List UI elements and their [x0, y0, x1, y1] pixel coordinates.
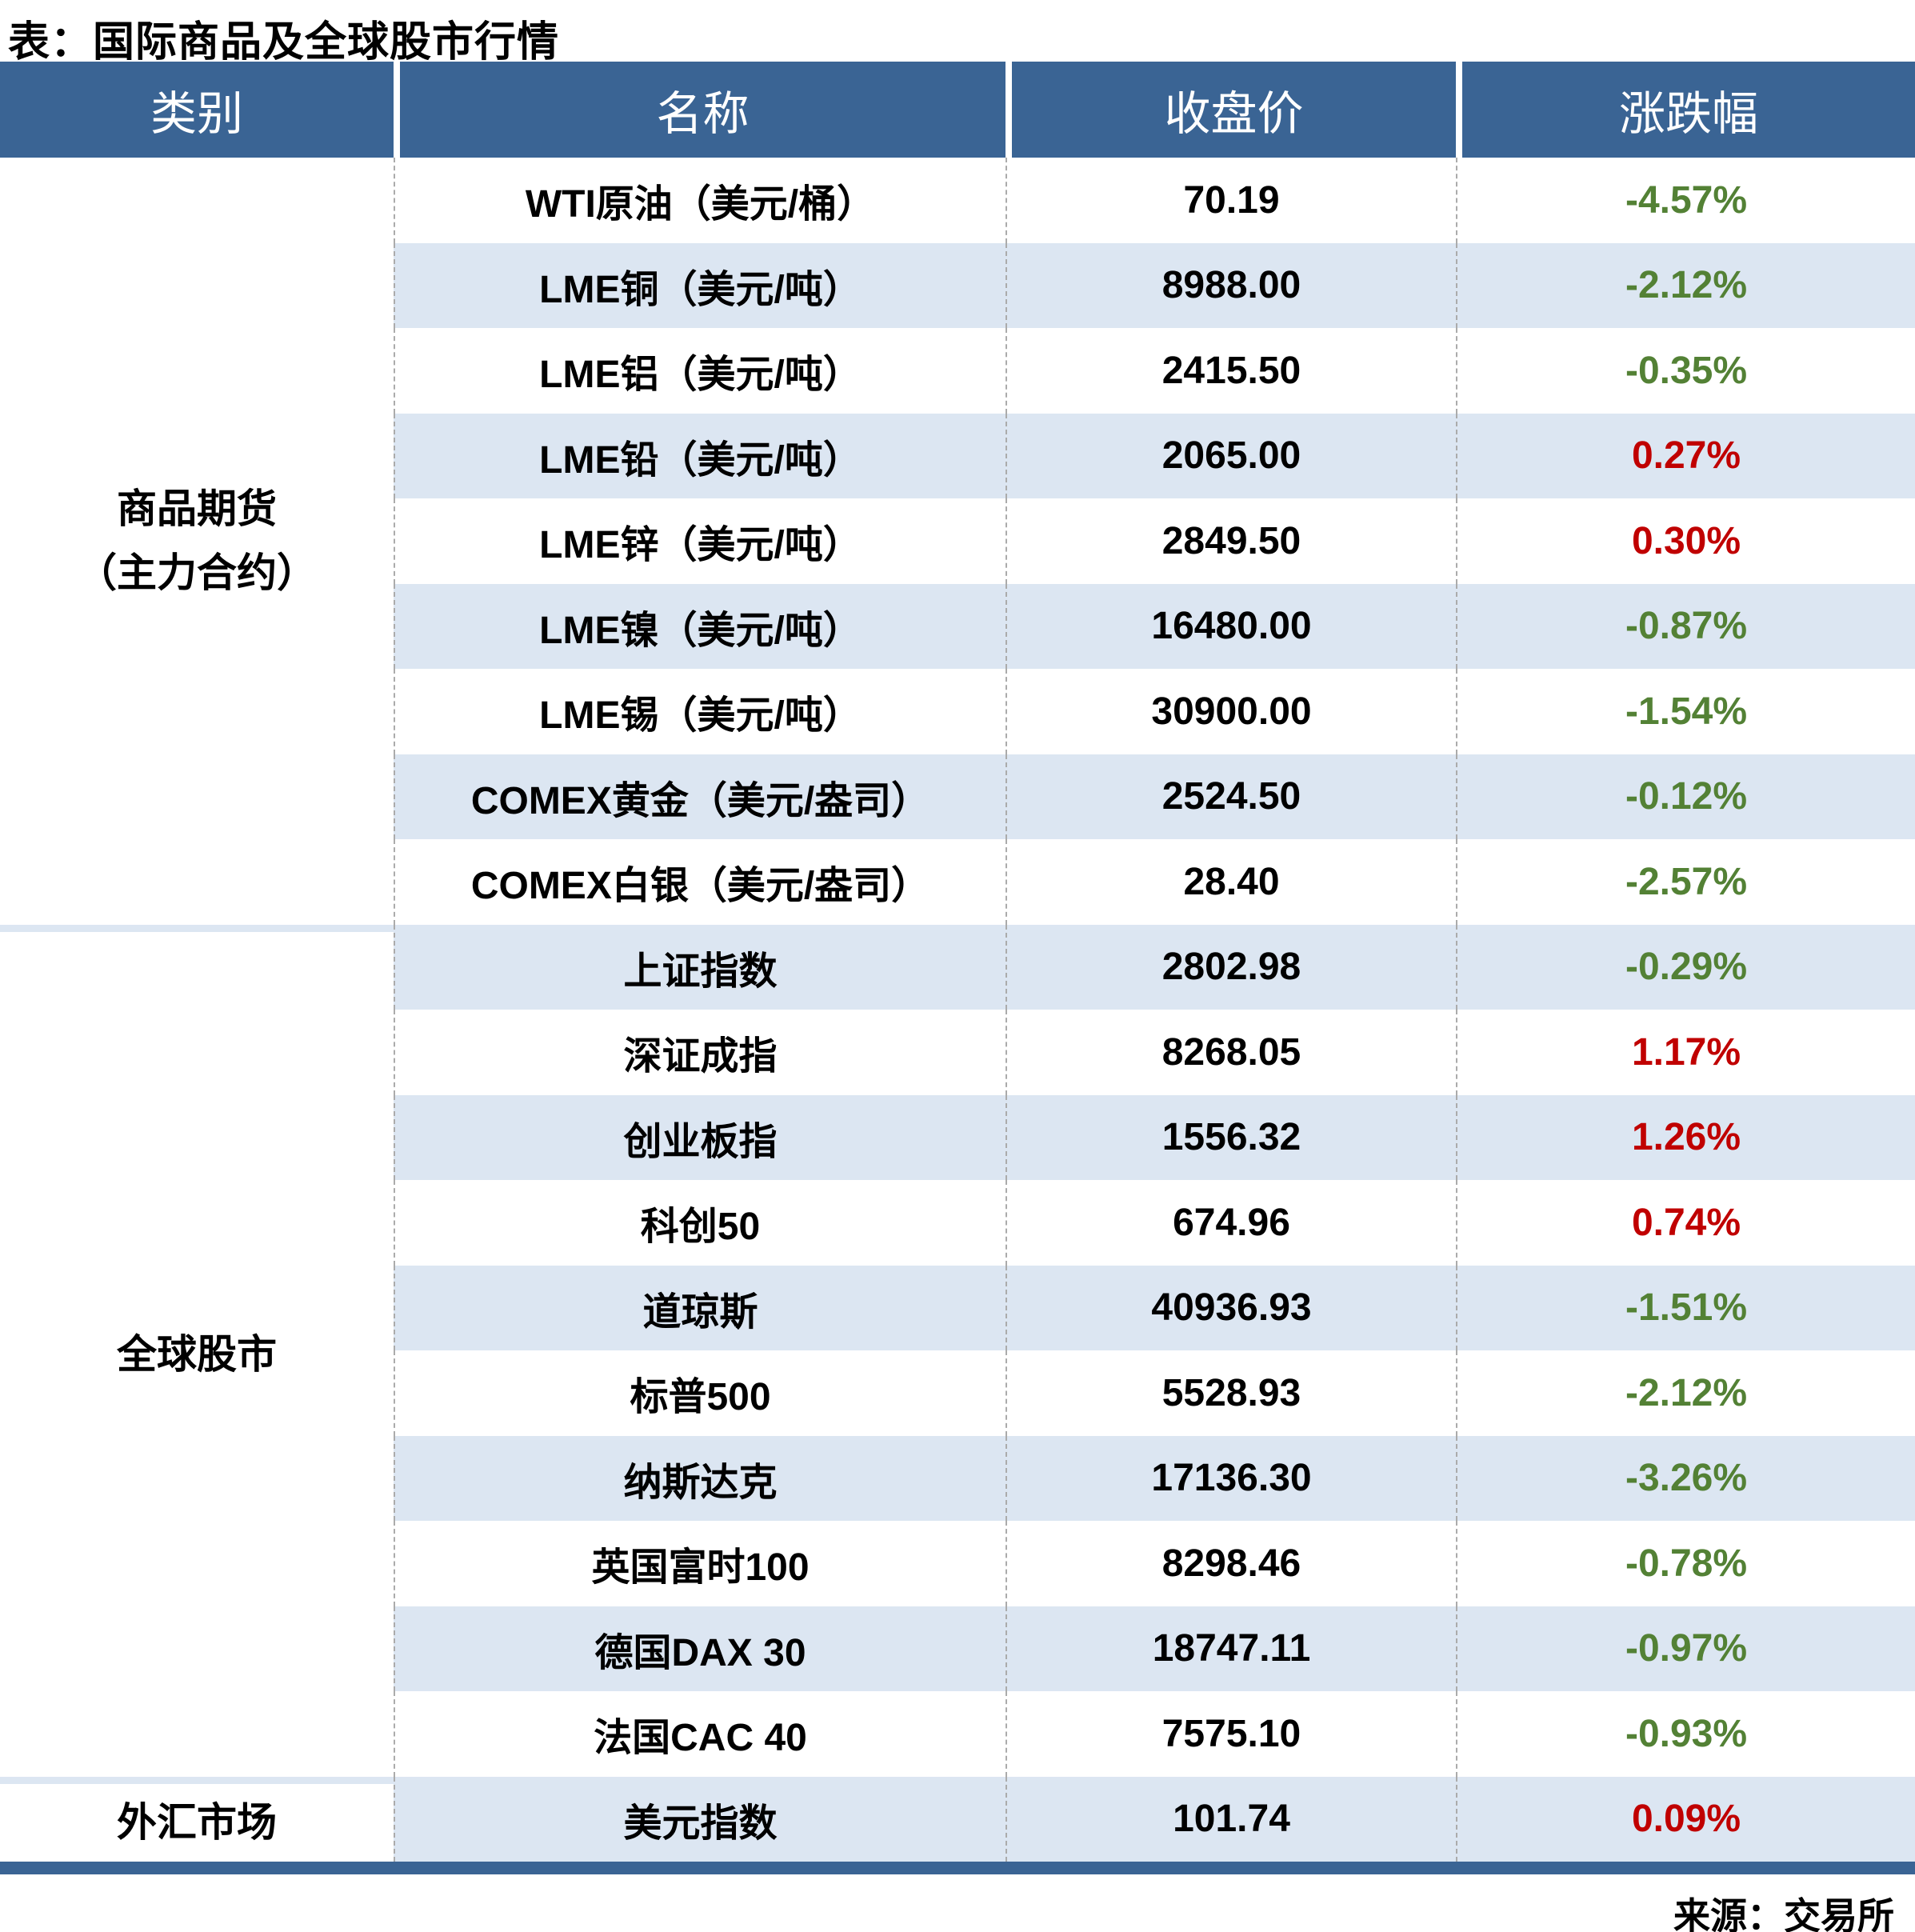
- header-category: 类别: [0, 62, 394, 158]
- category-line: 全球股市: [117, 1331, 277, 1377]
- close-cell: 1556.32: [1005, 1094, 1456, 1180]
- change-cell: 0.27%: [1456, 413, 1915, 498]
- close-cell: 17136.30: [1005, 1435, 1456, 1521]
- category-line: 外汇市场: [117, 1800, 277, 1846]
- name-cell: 创业板指: [394, 1094, 1005, 1180]
- name-cell: 德国DAX 30: [394, 1606, 1005, 1691]
- change-cell: -2.12%: [1456, 1350, 1915, 1436]
- close-cell: 8988.00: [1005, 242, 1456, 328]
- close-cell: 2802.98: [1005, 924, 1456, 1010]
- category-line: 商品期货: [117, 486, 277, 532]
- close-cell: 674.96: [1005, 1180, 1456, 1266]
- close-cell: 8298.46: [1005, 1521, 1456, 1606]
- change-cell: -0.12%: [1456, 754, 1915, 839]
- name-cell: COMEX白银（美元/盎司）: [394, 839, 1005, 925]
- change-cell: -2.57%: [1456, 839, 1915, 925]
- change-cell: 1.17%: [1456, 1010, 1915, 1095]
- change-cell: 1.26%: [1456, 1094, 1915, 1180]
- change-cell: -0.87%: [1456, 583, 1915, 669]
- close-cell: 70.19: [1005, 158, 1456, 243]
- name-cell: 英国富时100: [394, 1521, 1005, 1606]
- source-note: 来源：交易所: [1673, 1895, 1894, 1932]
- close-cell: 28.40: [1005, 839, 1456, 925]
- change-cell: -0.35%: [1456, 328, 1915, 414]
- change-cell: -4.57%: [1456, 158, 1915, 243]
- close-cell: 16480.00: [1005, 583, 1456, 669]
- name-cell: LME锌（美元/吨）: [394, 498, 1005, 584]
- change-cell: -2.12%: [1456, 242, 1915, 328]
- close-cell: 8268.05: [1005, 1010, 1456, 1095]
- change-cell: -1.54%: [1456, 669, 1915, 754]
- name-cell: COMEX黄金（美元/盎司）: [394, 754, 1005, 839]
- close-cell: 101.74: [1005, 1776, 1456, 1862]
- change-cell: -0.78%: [1456, 1521, 1915, 1606]
- name-cell: LME铜（美元/吨）: [394, 242, 1005, 328]
- change-cell: 0.74%: [1456, 1180, 1915, 1266]
- name-cell: LME铅（美元/吨）: [394, 413, 1005, 498]
- name-cell: 法国CAC 40: [394, 1691, 1005, 1777]
- close-cell: 2849.50: [1005, 498, 1456, 584]
- change-cell: -3.26%: [1456, 1435, 1915, 1521]
- close-cell: 7575.10: [1005, 1691, 1456, 1777]
- name-cell: 美元指数: [394, 1776, 1005, 1862]
- name-cell: LME镍（美元/吨）: [394, 583, 1005, 669]
- close-cell: 2524.50: [1005, 754, 1456, 839]
- close-cell: 5528.93: [1005, 1350, 1456, 1436]
- close-cell: 2065.00: [1005, 413, 1456, 498]
- change-cell: -0.29%: [1456, 924, 1915, 1010]
- name-cell: 标普500: [394, 1350, 1005, 1436]
- change-cell: -0.93%: [1456, 1691, 1915, 1777]
- category-cell: 外汇市场: [0, 1776, 394, 1862]
- category-cell: 商品期货 （主力合约）: [0, 158, 394, 925]
- table-bottom-bar: [0, 1862, 1915, 1874]
- name-cell: 上证指数: [394, 924, 1005, 1010]
- name-cell: 深证成指: [394, 1010, 1005, 1095]
- change-cell: -1.51%: [1456, 1265, 1915, 1350]
- name-cell: 道琼斯: [394, 1265, 1005, 1350]
- close-cell: 40936.93: [1005, 1265, 1456, 1350]
- name-cell: 纳斯达克: [394, 1435, 1005, 1521]
- category-line: （主力合约）: [77, 550, 317, 596]
- change-cell: 0.09%: [1456, 1776, 1915, 1862]
- name-cell: 科创50: [394, 1180, 1005, 1266]
- category-cell: 全球股市: [0, 924, 394, 1777]
- header-close: 收盘价: [1005, 62, 1456, 158]
- close-cell: 18747.11: [1005, 1606, 1456, 1691]
- change-cell: -0.97%: [1456, 1606, 1915, 1691]
- page-title: 表：国际商品及全球股市行情: [8, 19, 560, 66]
- close-cell: 2415.50: [1005, 328, 1456, 414]
- name-cell: WTI原油（美元/桶）: [394, 158, 1005, 243]
- close-cell: 30900.00: [1005, 669, 1456, 754]
- market-table: 类别 名称 收盘价 涨跌幅 商品期货 （主力合约） WTI原油（美元/桶） 70.19…: [0, 62, 1915, 1862]
- header-change: 涨跌幅: [1456, 62, 1915, 158]
- name-cell: LME锡（美元/吨）: [394, 669, 1005, 754]
- change-cell: 0.30%: [1456, 498, 1915, 584]
- header-name: 名称: [394, 62, 1005, 158]
- name-cell: LME铝（美元/吨）: [394, 328, 1005, 414]
